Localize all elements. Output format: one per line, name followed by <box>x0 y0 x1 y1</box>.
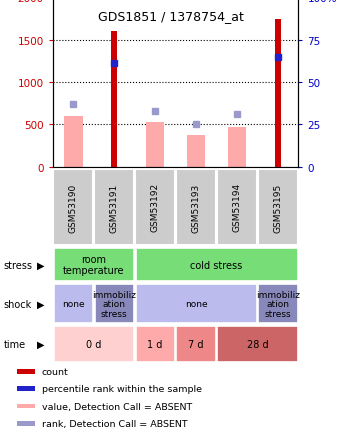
Text: none: none <box>185 299 207 309</box>
Text: GSM53192: GSM53192 <box>151 183 160 232</box>
Bar <box>228 128 246 168</box>
Bar <box>94 169 134 246</box>
Text: 1 d: 1 d <box>147 339 163 349</box>
Text: percentile rank within the sample: percentile rank within the sample <box>42 385 202 394</box>
Bar <box>135 327 175 362</box>
Bar <box>135 249 298 282</box>
Text: 7 d: 7 d <box>188 339 204 349</box>
Bar <box>217 169 257 246</box>
Text: count: count <box>42 367 69 376</box>
Text: time: time <box>3 339 26 349</box>
Bar <box>94 285 134 323</box>
Text: cold stress: cold stress <box>190 260 243 270</box>
Bar <box>54 327 134 362</box>
Bar <box>135 285 257 323</box>
Bar <box>54 249 134 282</box>
Text: GSM53194: GSM53194 <box>233 183 241 232</box>
Text: 0 d: 0 d <box>86 339 102 349</box>
Bar <box>64 117 83 168</box>
Bar <box>17 369 35 374</box>
Text: GDS1851 / 1378754_at: GDS1851 / 1378754_at <box>98 10 243 23</box>
Text: ▶: ▶ <box>36 299 44 309</box>
Bar <box>176 327 216 362</box>
Bar <box>176 169 216 246</box>
Text: ▶: ▶ <box>36 339 44 349</box>
Text: none: none <box>62 299 85 309</box>
Bar <box>53 169 93 246</box>
Bar <box>258 169 298 246</box>
Text: immobiliz
ation
stress: immobiliz ation stress <box>92 290 136 318</box>
Text: stress: stress <box>3 260 32 270</box>
Bar <box>217 327 298 362</box>
Bar <box>146 123 164 168</box>
Text: GSM53190: GSM53190 <box>69 183 78 232</box>
Bar <box>258 285 298 323</box>
Bar <box>111 32 117 168</box>
Text: ▶: ▶ <box>36 260 44 270</box>
Bar <box>54 285 93 323</box>
Text: shock: shock <box>3 299 32 309</box>
Bar <box>187 136 205 168</box>
Text: room
temperature: room temperature <box>63 255 124 276</box>
Text: GSM53191: GSM53191 <box>110 183 119 232</box>
Text: GSM53195: GSM53195 <box>273 183 282 232</box>
Text: value, Detection Call = ABSENT: value, Detection Call = ABSENT <box>42 401 192 411</box>
Text: immobiliz
ation
stress: immobiliz ation stress <box>256 290 300 318</box>
Bar <box>17 387 35 391</box>
Bar <box>17 404 35 408</box>
Bar <box>275 20 281 168</box>
Text: GSM53193: GSM53193 <box>192 183 201 232</box>
Text: 28 d: 28 d <box>247 339 268 349</box>
Bar <box>17 421 35 426</box>
Text: rank, Detection Call = ABSENT: rank, Detection Call = ABSENT <box>42 419 188 428</box>
Bar <box>135 169 175 246</box>
